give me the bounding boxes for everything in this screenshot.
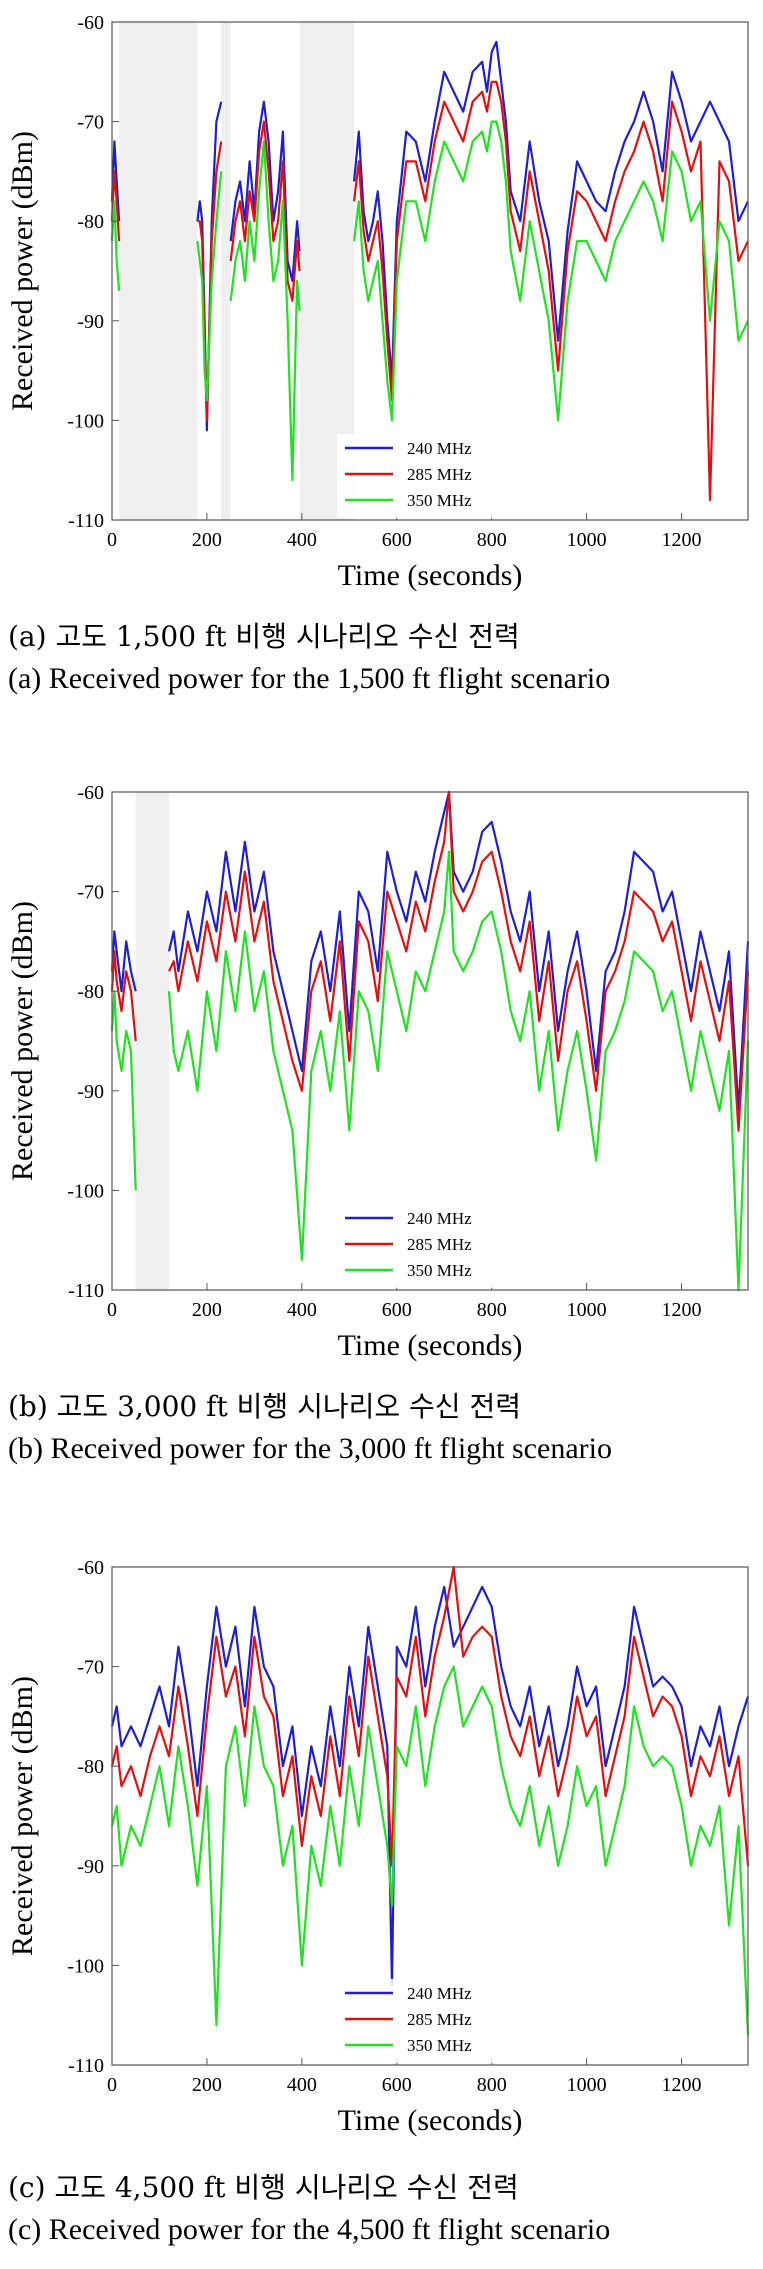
gap-region-a-1	[221, 22, 231, 520]
x-tick-label-c-3: 600	[382, 2074, 412, 2096]
chart-panel-a: -60 -70 -80 -90 -100 -110 0 200 400 600 800 1000 120…	[0, 0, 763, 700]
x-tick-label-c-0: 0	[107, 2074, 117, 2096]
legend-label-c-2: 350 MHz	[407, 2036, 472, 2055]
plot-frame-a	[111, 21, 749, 521]
legend-label-a-0: 240 MHz	[407, 439, 472, 458]
x-tick-label-a-1: 200	[192, 529, 222, 551]
y-tick-label-a-0: -60	[77, 12, 104, 34]
legend-label-b-2: 350 MHz	[407, 1261, 472, 1280]
x-tick-label-b-3: 600	[382, 1299, 412, 1321]
caption-en-b: (b) Received power for the 3,000 ft flig…	[8, 1432, 612, 1465]
y-tick-label-a-3: -90	[77, 311, 104, 333]
x-tick-label-c-6: 1200	[662, 2074, 702, 2096]
x-tick-label-a-4: 800	[477, 529, 507, 551]
x-tick-label-c-1: 200	[192, 2074, 222, 2096]
caption-en-a: (a) Received power for the 1,500 ft flig…	[8, 662, 611, 695]
legend-label-b-1: 285 MHz	[407, 1235, 472, 1254]
x-tick-label-c-2: 400	[287, 2074, 317, 2096]
legend-label-b-0: 240 MHz	[407, 1209, 472, 1228]
series-line-b-285-mhz	[110, 790, 750, 1132]
legend-label-a-2: 350 MHz	[407, 491, 472, 510]
x-tick-label-a-5: 1000	[567, 529, 607, 551]
series-line-c-240-mhz	[110, 1585, 750, 1987]
caption-en-c: (c) Received power for the 4,500 ft flig…	[8, 2213, 611, 2246]
y-tick-label-b-1: -70	[77, 882, 104, 904]
series-line-a-350-mhz	[110, 120, 749, 482]
y-tick-label-c-1: -70	[77, 1657, 104, 1679]
y-tick-label-c-4: -100	[67, 1955, 104, 1977]
chart-panel-c: -60 -70 -80 -90 -100 -110 0 200 400 600 800 1000 120…	[0, 1545, 763, 2265]
y-tick-label-c-5: -110	[68, 2055, 104, 2077]
y-tick-label-b-3: -90	[77, 1081, 104, 1103]
plot-frame-b	[111, 791, 749, 1291]
x-tick-label-c-5: 1000	[567, 2074, 607, 2096]
x-tick-label-b-1: 200	[192, 1299, 222, 1321]
series-line-c-350-mhz	[110, 1665, 750, 2036]
x-tick-label-a-0: 0	[107, 529, 117, 551]
legend-label-c-0: 240 MHz	[407, 1984, 472, 2003]
caption-ko-a: (a) 고도 1,500 ft 비행 시나리오 수신 전력	[8, 620, 520, 653]
x-tick-label-a-2: 400	[287, 529, 317, 551]
plot-frame-c	[111, 1566, 749, 2066]
caption-ko-b: (b) 고도 3,000 ft 비행 시나리오 수신 전력	[8, 1390, 521, 1423]
x-tick-label-a-3: 600	[382, 529, 412, 551]
x-tick-label-b-6: 1200	[662, 1299, 702, 1321]
x-tick-label-a-6: 1200	[662, 529, 702, 551]
y-tick-label-b-5: -110	[68, 1280, 104, 1302]
y-tick-label-a-5: -110	[68, 510, 104, 532]
gap-region-a-0	[119, 22, 198, 520]
y-tick-label-a-4: -100	[67, 410, 104, 432]
legend-label-a-1: 285 MHz	[407, 465, 472, 484]
x-tick-label-c-4: 800	[477, 2074, 507, 2096]
y-tick-label-c-0: -60	[77, 1557, 104, 1579]
y-tick-label-a-1: -70	[77, 112, 104, 134]
y-tick-label-c-2: -80	[77, 1756, 104, 1778]
series-line-c-285-mhz	[110, 1565, 750, 1867]
y-axis-label-a: Received power (dBm)	[6, 131, 39, 411]
y-tick-label-b-4: -100	[67, 1180, 104, 1202]
y-axis-label-c: Received power (dBm)	[6, 1676, 39, 1956]
caption-ko-c: (c) 고도 4,500 ft 비행 시나리오 수신 전력	[8, 2171, 519, 2204]
y-tick-label-c-3: -90	[77, 1856, 104, 1878]
y-axis-label-b: Received power (dBm)	[6, 901, 39, 1181]
series-line-b-240-mhz	[110, 790, 750, 1112]
x-tick-label-b-0: 0	[107, 1299, 117, 1321]
chart-panel-b: -60 -70 -80 -90 -100 -110 0 200 400 600 800 1000 120…	[0, 770, 763, 1490]
y-tick-label-a-2: -80	[77, 211, 104, 233]
y-tick-label-b-2: -80	[77, 981, 104, 1003]
x-axis-label-c: Time (seconds)	[338, 2104, 523, 2137]
x-tick-label-b-5: 1000	[567, 1299, 607, 1321]
x-tick-label-b-2: 400	[287, 1299, 317, 1321]
y-tick-label-b-0: -60	[77, 782, 104, 804]
gap-region-b-0	[135, 792, 169, 1290]
x-axis-label-a: Time (seconds)	[338, 559, 523, 592]
x-axis-label-b: Time (seconds)	[338, 1329, 523, 1362]
x-tick-label-b-4: 800	[477, 1299, 507, 1321]
legend-label-c-1: 285 MHz	[407, 2010, 472, 2029]
